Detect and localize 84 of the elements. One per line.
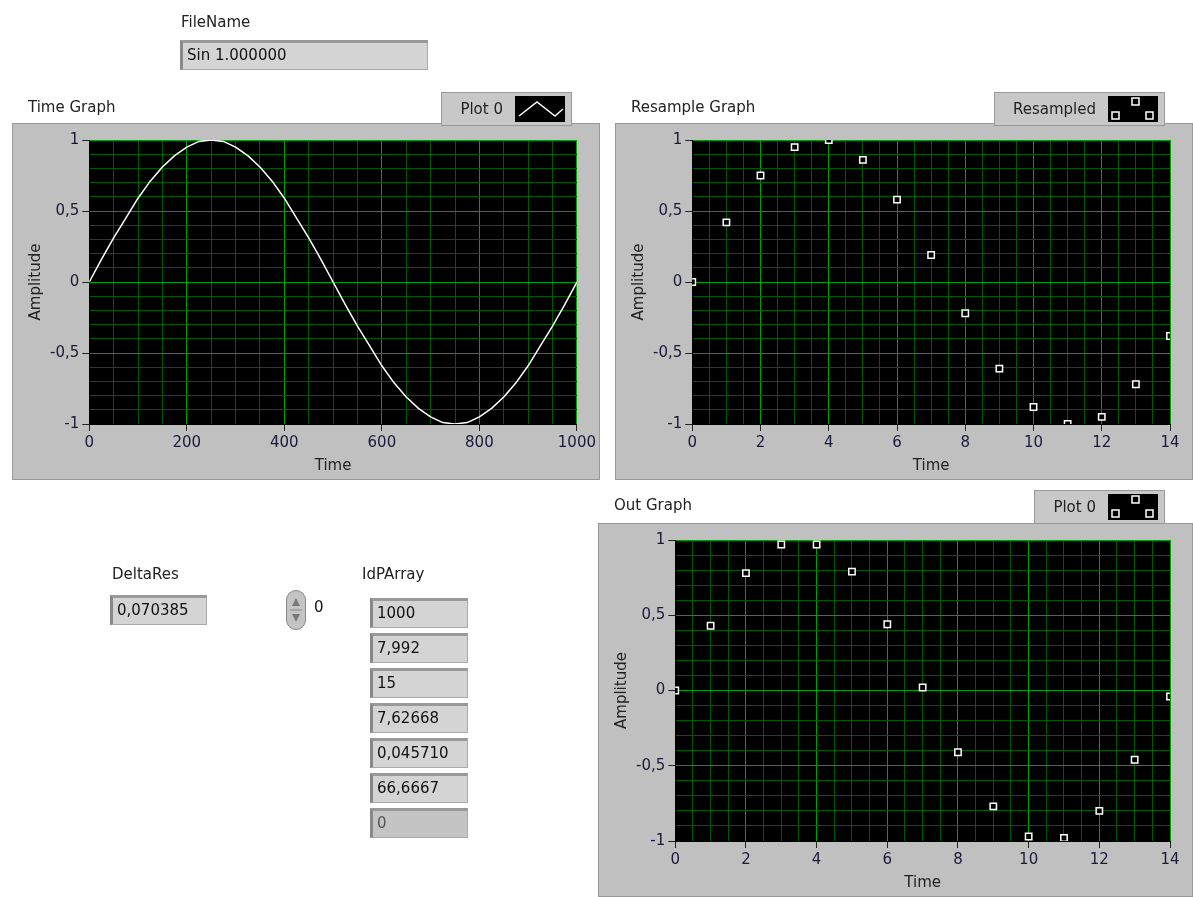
point	[790, 143, 799, 152]
point	[918, 683, 927, 692]
text: DeltaRes	[112, 565, 179, 583]
text: 0,045710	[370, 738, 468, 768]
y-tick-label: 0,5	[658, 200, 683, 219]
point	[995, 364, 1004, 373]
x-tick-label: 8	[960, 432, 971, 451]
legend-label: Plot 0	[460, 100, 503, 118]
point	[927, 251, 936, 259]
x-tick-label: 6	[882, 849, 893, 868]
x-tick-label: 12	[1089, 849, 1109, 868]
x-tick-label: 4	[823, 432, 834, 451]
y-tick-label: 1	[655, 529, 666, 548]
y-tick-label: 0	[672, 271, 683, 290]
point	[893, 195, 901, 204]
point	[848, 567, 856, 576]
point	[954, 748, 962, 757]
text: 0,070385	[110, 595, 207, 625]
y-axis-title: Amplitude	[25, 243, 44, 321]
point	[777, 540, 786, 549]
x-tick-label: 10	[1019, 849, 1039, 868]
x-tick-label: 14	[1160, 849, 1180, 868]
x-tick-label: 4	[811, 849, 822, 868]
text: IdPArray	[362, 565, 425, 583]
x-axis-title: Time	[313, 455, 352, 474]
point	[1130, 755, 1139, 764]
x-tick-label: 2	[741, 849, 751, 868]
legend-label: Resampled	[1012, 100, 1096, 118]
x-tick-label: 800	[465, 432, 494, 451]
point	[1097, 412, 1106, 421]
chart-title: Time Graph	[28, 98, 116, 116]
text: 66,6667	[370, 773, 468, 803]
chart-title: Out Graph	[614, 496, 692, 514]
legend-label: Plot 0	[1053, 498, 1096, 516]
y-axis-title: Amplitude	[628, 243, 647, 321]
y-tick-label: 0	[655, 680, 666, 699]
x-axis-title: Time	[911, 455, 950, 474]
x-tick-label: 1000	[557, 432, 597, 451]
x-tick-label: 12	[1092, 432, 1112, 451]
point	[1060, 834, 1068, 841]
x-tick-label: 400	[270, 432, 299, 451]
point	[1024, 832, 1033, 841]
point	[742, 569, 750, 578]
text: FileName	[181, 13, 251, 31]
x-tick-label: 8	[953, 849, 963, 868]
y-tick-label: -1	[667, 413, 683, 432]
x-tick-label: 0	[687, 432, 698, 451]
x-tick-label: 600	[367, 432, 397, 451]
point	[858, 155, 867, 164]
point	[1029, 403, 1038, 411]
y-tick-label: -0,5	[652, 342, 683, 361]
text: 7,992	[370, 633, 468, 663]
x-axis-title: Time	[903, 872, 941, 891]
x-tick-label: 6	[892, 432, 902, 451]
point	[883, 620, 892, 629]
point	[706, 621, 715, 630]
point	[722, 218, 731, 227]
x-tick-label: 2	[755, 432, 766, 451]
chart-title: Resample Graph	[631, 98, 756, 116]
text: Sin 1.000000	[180, 40, 428, 70]
x-tick-label: 10	[1023, 432, 1044, 451]
y-tick-label: -1	[650, 830, 666, 849]
text: 7,62668	[370, 703, 468, 733]
y-tick-label: 0,5	[55, 200, 80, 219]
text: 1000	[370, 598, 468, 628]
point	[961, 309, 970, 318]
y-tick-label: -0,5	[49, 342, 80, 361]
point	[1131, 380, 1140, 389]
point	[812, 540, 821, 549]
y-tick-label: 0,5	[641, 605, 666, 624]
y-tick-label: -1	[64, 413, 80, 432]
y-tick-label: 0	[69, 271, 80, 290]
text: 15	[370, 668, 468, 698]
text: 0	[310, 595, 355, 625]
y-tick-label: 1	[69, 129, 80, 148]
x-tick-label: 200	[172, 432, 202, 451]
y-axis-title: Amplitude	[611, 652, 630, 729]
text: 0	[370, 808, 468, 838]
y-tick-label: -0,5	[635, 755, 666, 774]
y-tick-label: 1	[672, 129, 683, 148]
x-tick-label: 0	[84, 432, 95, 451]
point	[1095, 806, 1104, 815]
x-tick-label: 14	[1160, 432, 1180, 451]
point	[989, 802, 998, 811]
